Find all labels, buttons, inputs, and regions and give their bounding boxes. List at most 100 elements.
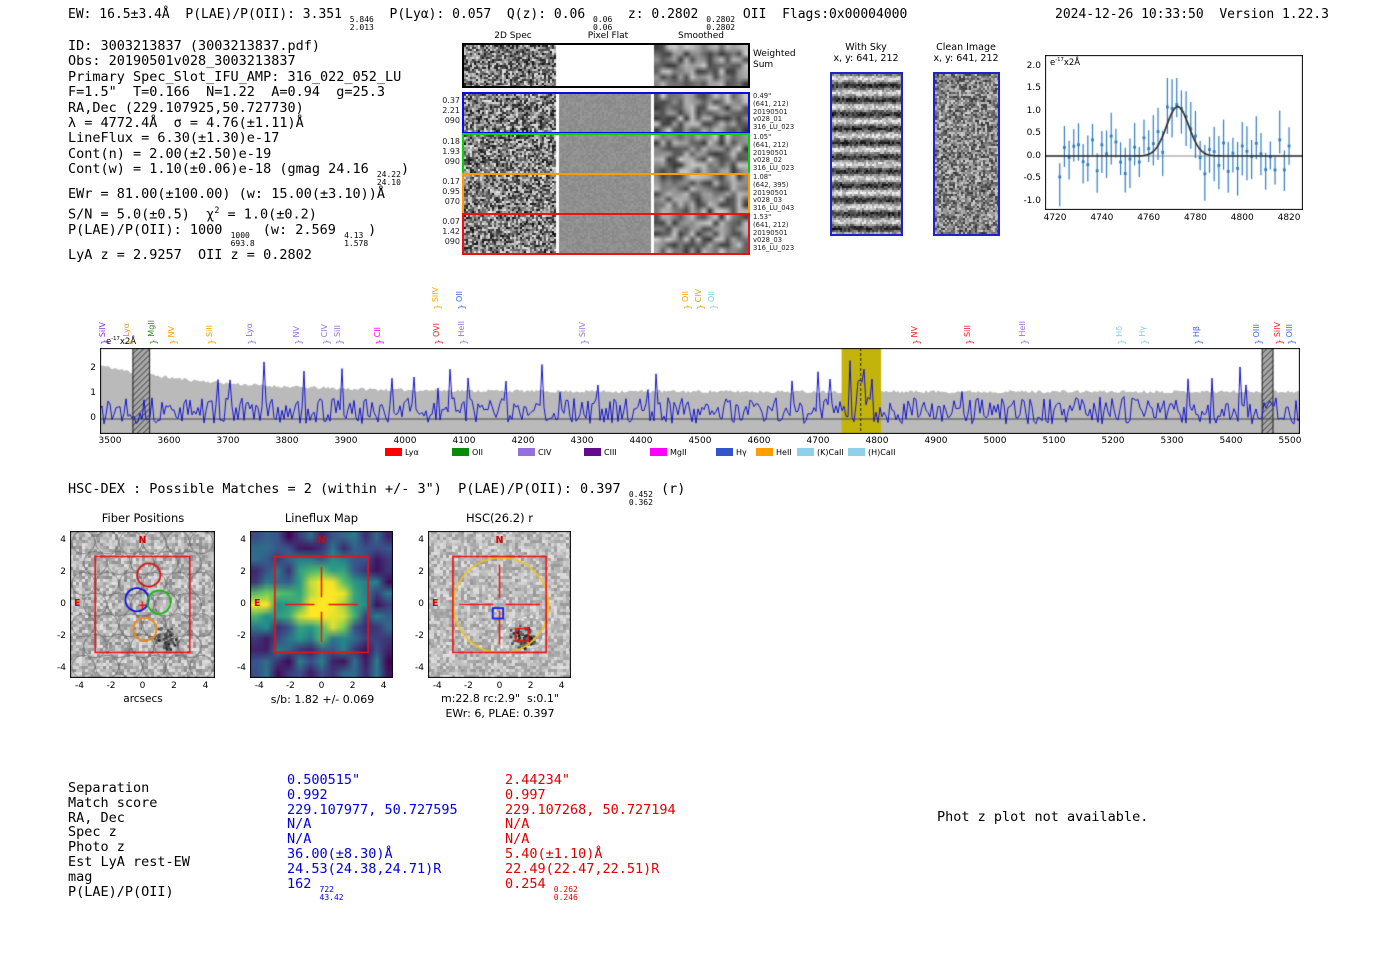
cutout-y-tick: -4 xyxy=(237,662,246,673)
spec2d-left-label: 2.21 xyxy=(442,105,460,115)
info-line: P(LAE)/P(OII): 1000 1000 693.8 (w: 2.569 … xyxy=(68,221,377,248)
emission-line-label: OVI { xyxy=(432,323,443,346)
fraction: 5.846 2.013 xyxy=(349,15,374,32)
legend-swatch xyxy=(650,448,667,456)
emission-line-label: SiII { xyxy=(205,325,216,346)
emission-line-label: SiIV { xyxy=(1273,321,1284,346)
spec2d-right-label: 316_LU_023 xyxy=(753,164,795,173)
match-value-candidate2: 0.254 0.262 0.246 xyxy=(505,875,578,902)
spec2d-right-label: 1.08" xyxy=(753,173,772,181)
cutout-x-tick: 2 xyxy=(527,681,534,691)
emission-line-label: SiIV { xyxy=(431,287,442,311)
spectrum-x-tick: 4400 xyxy=(629,436,653,446)
spec2d-left-label: 0.37 xyxy=(442,96,460,105)
spec2d-right-label: 1.05" xyxy=(753,133,772,141)
spec2d-row-right-labels: 0.49" (641, 212) 20190501 v028_01 316_LU_023 xyxy=(753,92,794,132)
spec2d-row-frame xyxy=(462,43,750,88)
cutout-y-tick: -2 xyxy=(415,630,424,641)
emission-line-label-text: Hβ xyxy=(1192,325,1201,337)
spectrum-y-tick: 0 xyxy=(90,413,96,423)
spec2d-right-label: v028_03 xyxy=(753,196,783,205)
spec2d-right-label: (642, 395) xyxy=(753,180,789,189)
info-line: ID: 3003213837 (3003213837.pdf) xyxy=(68,38,320,54)
fraction: 0.2802 0.2802 xyxy=(706,15,736,32)
spectrum-x-tick: 4900 xyxy=(924,436,948,446)
spec2d-row-left-labels: 0.18 1.93 090 xyxy=(420,137,460,166)
emission-line-label: Hδ { xyxy=(1115,326,1126,346)
fit-x-tick: 4820 xyxy=(1277,213,1301,223)
spectrum-x-tick: 4300 xyxy=(570,436,594,446)
spec2d-right-label: 316_LU_043 xyxy=(753,204,795,213)
match-value-candidate1: 0.500515" xyxy=(287,772,361,788)
cutout-y-tick: -4 xyxy=(415,662,424,673)
emission-line-brace-icon: { xyxy=(1252,339,1263,345)
legend-swatch xyxy=(452,448,469,456)
cutout-x-tick: 0 xyxy=(139,681,146,691)
match-value-candidate1: N/A xyxy=(287,831,312,848)
cutout-y-tick: 4 xyxy=(60,535,66,546)
spec2d-row-image xyxy=(464,215,748,253)
spec2d-row-right-labels: 1.05" (641, 212) 20190501 v028_02 316_LU_023 xyxy=(753,133,795,173)
emission-line-label-text: OIII xyxy=(1252,323,1261,337)
match-value-candidate2: 0.997 xyxy=(505,786,546,803)
emission-line-label: OII { xyxy=(707,291,718,311)
spec2d-row-image xyxy=(464,45,748,86)
fraction: 1000 693.8 xyxy=(230,230,255,248)
cutout-y-tick: 4 xyxy=(418,535,424,546)
compass-east-label: E xyxy=(432,598,439,609)
hsc-caption-ewr: EWr: 6, PLAE: 0.397 xyxy=(445,707,555,720)
spectrum-x-tick: 3700 xyxy=(216,436,240,446)
match-value-candidate2: N/A xyxy=(505,816,530,833)
emission-line-label: CII { xyxy=(373,327,384,346)
emission-line-brace-icon: { xyxy=(455,304,466,310)
emission-line-label-text: SiIV xyxy=(98,321,107,337)
emission-line-label-text: Hγ xyxy=(1138,326,1147,337)
legend-item: MgII xyxy=(650,448,687,458)
emission-line-brace-icon: { xyxy=(245,339,256,345)
match-value-candidate1: N/A xyxy=(287,816,312,833)
info-line: λ = 4772.4Å σ = 4.76(±1.11)Å xyxy=(68,115,304,132)
compass-north-label: N xyxy=(317,535,326,546)
spec2d-left-label: 090 xyxy=(444,156,460,166)
spec2d-right-label: 1.53" xyxy=(753,213,772,221)
match-row-label: RA, Dec xyxy=(68,809,125,826)
cutout-x-tick: 2 xyxy=(171,681,177,691)
fraction: 0.262 0.246 xyxy=(553,884,578,902)
emission-line-label: Lyα { xyxy=(122,323,133,346)
fit-y-tick: -1.0 xyxy=(1023,195,1041,206)
emission-line-label: SiIV { xyxy=(98,321,109,346)
spectrum-x-tick: 5500 xyxy=(1278,436,1302,446)
legend-label: MgII xyxy=(670,448,687,457)
spectrum-x-tick: 5400 xyxy=(1219,436,1243,446)
spec2d-row-frame xyxy=(462,92,750,134)
emission-line-label-text: NV xyxy=(167,325,176,337)
fiber-positions-canvas xyxy=(70,531,215,678)
spec2d-row-left-labels: 0.07 1.42 090 xyxy=(420,217,460,246)
spec2d-right-label: 20190501 xyxy=(753,228,788,237)
fit-y-tick: 2.0 xyxy=(1026,60,1041,71)
fit-y-tick: -0.5 xyxy=(1023,173,1041,183)
info-line: F=1.5" T=0.166 N=1.22 A=0.94 g=25.3 xyxy=(68,84,385,101)
emission-line-label-text: Lyα xyxy=(245,323,254,337)
legend-item: HeII xyxy=(756,448,792,458)
spec2d-row-right-labels: 1.53" (641, 212) 20190501 v028_03 316_LU_023 xyxy=(753,213,794,253)
legend-swatch xyxy=(716,448,733,456)
spec2d-left-label: 0.07 xyxy=(442,217,460,226)
emission-line-label-text: SiIV xyxy=(1273,321,1282,337)
cutout-y-tick: 2 xyxy=(418,567,424,578)
emission-line-label-text: OII xyxy=(681,290,690,302)
cutout-y-tick: 4 xyxy=(240,535,246,546)
fit-x-tick: 4720 xyxy=(1043,213,1067,223)
legend-label: (K)CaII xyxy=(817,448,844,457)
match-value-candidate1: 0.992 xyxy=(287,786,328,803)
emission-line-label: OIII { xyxy=(1252,323,1263,346)
fit-y-tick: 1.0 xyxy=(1026,105,1041,116)
cutout-y-tick: 0 xyxy=(60,599,66,609)
emission-line-brace-icon: { xyxy=(1285,339,1296,345)
legend-label: Hγ xyxy=(736,448,747,457)
legend-swatch xyxy=(848,448,865,456)
with-sky-coords: x, y: 641, 212 xyxy=(833,53,899,64)
cutout-y-tick: 2 xyxy=(240,567,246,578)
emission-line-label: Hβ { xyxy=(1192,325,1203,346)
info-line: RA,Dec (229.107925,50.727730) xyxy=(68,99,304,116)
